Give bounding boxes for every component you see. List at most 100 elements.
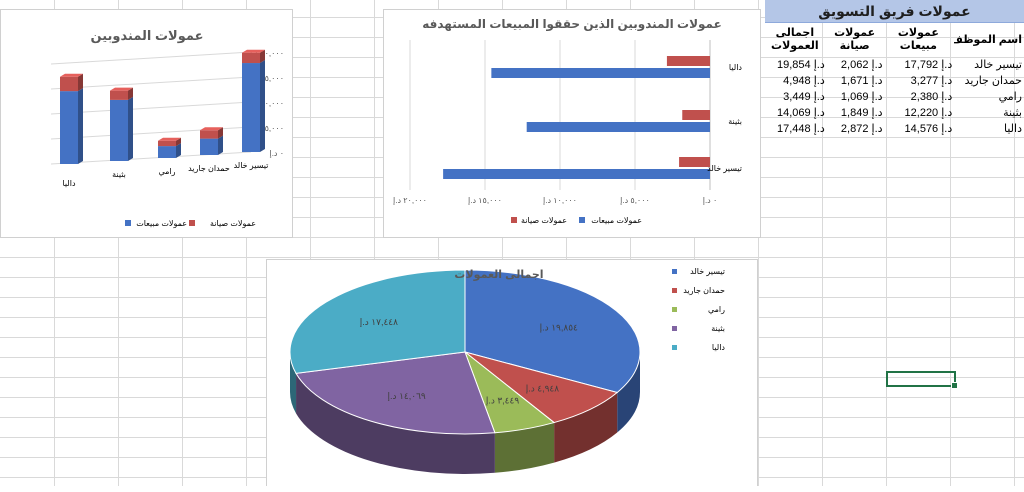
bar-sales: [242, 63, 260, 152]
pie-slice-2[interactable]: [464, 351, 619, 424]
chart-total-commissions[interactable]: ١٩,٨٥٤ د.إ ٤,٩٤٨ د.إ ٣,٤٤٩ د.إ ١٤,٠٦٩ د.إ ١٧…: [266, 259, 758, 486]
cell-employee[interactable]: بثينة: [1003, 107, 1022, 119]
y-tick-label: ٢٠,٠٠٠ د.إ: [250, 49, 284, 59]
legend-label-sales: عمولات مبيعات: [591, 216, 642, 225]
pie-slice-5[interactable]: [289, 269, 466, 374]
legend-swatch: [672, 288, 677, 293]
pie-slice-side: [617, 352, 640, 433]
currency-label: د.إ: [813, 75, 825, 87]
cell-employee[interactable]: رامي: [998, 91, 1022, 103]
horizontal-bar-chart: عمولات المندوبين الذين حققوا المبيعات ال…: [393, 17, 742, 225]
header-maintenance[interactable]: عمولات صيانة: [834, 27, 876, 52]
data-label: ١٩,٨٥٤ د.إ: [540, 322, 578, 333]
cell-employee[interactable]: حمدان جاريد: [964, 75, 1022, 87]
commission-table: عمولات فريق التسويق اسم الموظف عمولات مب…: [765, 0, 1024, 137]
currency-label: د.إ: [941, 107, 953, 119]
bar-maintenance[interactable]: [682, 110, 710, 120]
chart-sales-reps[interactable]: عمولات المندوبين ٠ د.إ ٥,٠٠٠ د.إ ١٠,٠٠٠ د.إ…: [0, 9, 293, 238]
cell-sales[interactable]: د.إ 17,792: [885, 57, 955, 73]
column-5[interactable]: [242, 49, 265, 152]
currency-label: د.إ: [871, 91, 883, 103]
table-row: تيسير خالد د.إ 17,792 د.إ 2,062 د.إ 19,854: [765, 57, 1024, 73]
bar-maintenance[interactable]: [666, 56, 710, 66]
cell-sales[interactable]: د.إ 12,220: [885, 105, 955, 121]
cell-value: 3,449: [783, 91, 811, 103]
legend-label: حمدان جاريد: [683, 286, 725, 295]
cell-value: 14,069: [777, 107, 811, 119]
cell-value: 4,948: [783, 75, 811, 87]
cell-value: 1,849: [840, 107, 869, 119]
pie-slice-side: [290, 352, 297, 414]
header-total[interactable]: اجمالى العمولات: [771, 27, 819, 52]
cell-value: 19,854: [777, 59, 811, 71]
cell-maintenance[interactable]: د.إ 2,872: [827, 121, 885, 137]
cell-employee[interactable]: تيسير خالد: [974, 59, 1022, 71]
legend-swatch-maintenance: [511, 217, 517, 223]
bar-sales-side: [260, 60, 265, 152]
legend: عمولات صيانة عمولات مبيعات: [125, 219, 256, 228]
table-row: بثينة د.إ 12,220 د.إ 1,849 د.إ 14,069: [765, 105, 1024, 121]
cell-sales[interactable]: د.إ 14,576: [885, 121, 955, 137]
cell-maintenance[interactable]: د.إ 2,062: [827, 57, 885, 73]
bar-sales[interactable]: [491, 68, 710, 78]
legend-label: بثينة: [711, 324, 725, 333]
legend: تيسير خالد حمدان جاريد رامي بثينة داليا: [672, 267, 725, 352]
pie-slice-4[interactable]: [295, 351, 496, 435]
table-row: رامي د.إ 2,380 د.إ 1,069 د.إ 3,449: [765, 89, 1024, 105]
legend-label-maintenance: عمولات صيانة: [210, 219, 256, 228]
y-tick-label: بثينة: [728, 117, 742, 126]
column-4[interactable]: [200, 127, 223, 155]
selected-cell[interactable]: [886, 371, 958, 389]
cell-maintenance[interactable]: د.إ 1,849: [827, 105, 885, 121]
cell-value: 1,069: [840, 91, 869, 103]
bar-top: [110, 87, 133, 91]
header-employee[interactable]: اسم الموظف: [954, 33, 1022, 46]
cell-value: 14,576: [904, 123, 939, 135]
cell-total[interactable]: د.إ 14,069: [765, 105, 827, 121]
cell-sales[interactable]: د.إ 3,277: [885, 73, 955, 89]
currency-label: د.إ: [941, 75, 953, 87]
sheet-title[interactable]: عمولات فريق التسويق: [765, 0, 1024, 23]
cell-value: 3,277: [910, 75, 939, 87]
bar-sales: [110, 99, 128, 161]
bar-top: [60, 73, 83, 77]
legend-label: رامي: [708, 305, 725, 314]
data-label: ٣,٤٤٩ د.إ: [486, 396, 520, 407]
gridline: [50, 76, 252, 90]
currency-label: د.إ: [871, 75, 883, 87]
cell-maintenance[interactable]: د.إ 1,671: [827, 73, 885, 89]
cell-maintenance[interactable]: د.إ 1,069: [827, 89, 885, 105]
cell-value: 17,448: [777, 123, 811, 135]
bar-maintenance[interactable]: [679, 157, 710, 167]
x-tick-label: حمدان جاريد: [188, 164, 230, 173]
cell-total[interactable]: د.إ 3,449: [765, 89, 827, 105]
currency-label: د.إ: [941, 91, 953, 103]
table-row: حمدان جاريد د.إ 3,277 د.إ 1,671 د.إ 4,948: [765, 73, 1024, 89]
pie-slice-1[interactable]: [464, 269, 641, 394]
column-2[interactable]: [110, 87, 133, 161]
chart-title: عمولات المندوبين: [91, 28, 204, 43]
cell-sales[interactable]: د.إ 2,380: [885, 89, 955, 105]
gridline: [50, 51, 252, 65]
x-tick-label: ٥,٠٠٠ د.إ: [620, 196, 650, 206]
legend-swatch-maintenance: [189, 220, 195, 226]
bar-sales[interactable]: [526, 122, 710, 132]
pie-slice-side: [494, 422, 555, 473]
bar-maintenance-side: [128, 87, 133, 100]
column-3[interactable]: [158, 137, 181, 158]
cell-total[interactable]: د.إ 4,948: [765, 73, 827, 89]
y-tick-label: ١٠,٠٠٠ د.إ: [250, 99, 284, 109]
cell-employee[interactable]: داليا: [1004, 123, 1022, 135]
legend-label: داليا: [712, 343, 726, 352]
column-1[interactable]: [60, 73, 83, 164]
cell-total[interactable]: د.إ 17,448: [765, 121, 827, 137]
cell-value: 2,380: [910, 91, 939, 103]
header-sales[interactable]: عمولات مبيعات: [897, 27, 939, 52]
cell-total[interactable]: د.إ 19,854: [765, 57, 827, 73]
currency-label: د.إ: [871, 107, 883, 119]
x-tick-label: تيسير خالد: [234, 161, 269, 170]
chart-target-reps[interactable]: عمولات المندوبين الذين حققوا المبيعات ال…: [383, 9, 761, 238]
bar-sales[interactable]: [443, 169, 710, 179]
legend-swatch: [672, 326, 677, 331]
cell-value: 2,872: [840, 123, 869, 135]
